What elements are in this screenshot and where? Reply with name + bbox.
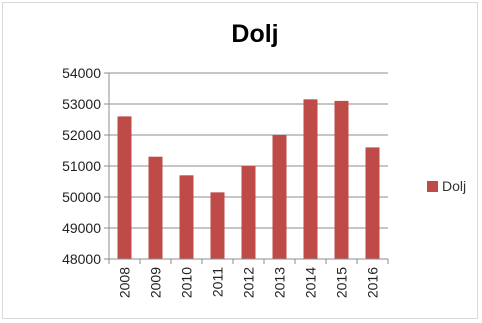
y-tick-label: 52000: [62, 127, 101, 143]
x-tick-label: 2012: [241, 267, 257, 298]
x-tick-label: 2014: [303, 267, 319, 298]
y-tick-label: 53000: [62, 96, 101, 112]
bar-2008: [117, 116, 132, 260]
bar-2013: [272, 135, 287, 259]
y-tick-label: 48000: [62, 251, 101, 267]
x-axis-ticks: 2008 2009 2010 2011 2012 2013 2014 2015 2016: [108, 259, 389, 298]
chart-frame: [2, 2, 478, 319]
x-tick-label: 2015: [334, 267, 350, 298]
bars: [117, 99, 380, 260]
legend: Dolj: [427, 178, 466, 194]
bar-2012: [241, 166, 256, 259]
y-tick-label: 54000: [62, 65, 101, 81]
bar-2010: [179, 175, 194, 259]
x-tick-label: 2010: [179, 267, 195, 298]
legend-label: Dolj: [442, 178, 466, 194]
bar-2016: [365, 147, 380, 259]
bar-2009: [148, 156, 163, 259]
bar-2011: [210, 192, 225, 259]
bar-2014: [303, 99, 318, 259]
y-tick-label: 51000: [62, 158, 101, 174]
x-tick-label: 2008: [117, 267, 133, 298]
chart-title: Dolj: [231, 20, 278, 48]
axes: [108, 73, 388, 260]
y-axis-ticks: 48000 49000 50000 51000 52000 53000 54000: [62, 65, 109, 267]
x-tick-label: 2013: [272, 267, 288, 298]
x-tick-label: 2016: [365, 267, 381, 298]
bar-2015: [334, 100, 349, 260]
x-tick-label: 2009: [148, 267, 164, 298]
x-tick-label: 2011: [210, 267, 226, 297]
y-tick-label: 49000: [62, 220, 101, 236]
legend-swatch: [427, 181, 438, 192]
y-tick-label: 50000: [62, 189, 101, 205]
